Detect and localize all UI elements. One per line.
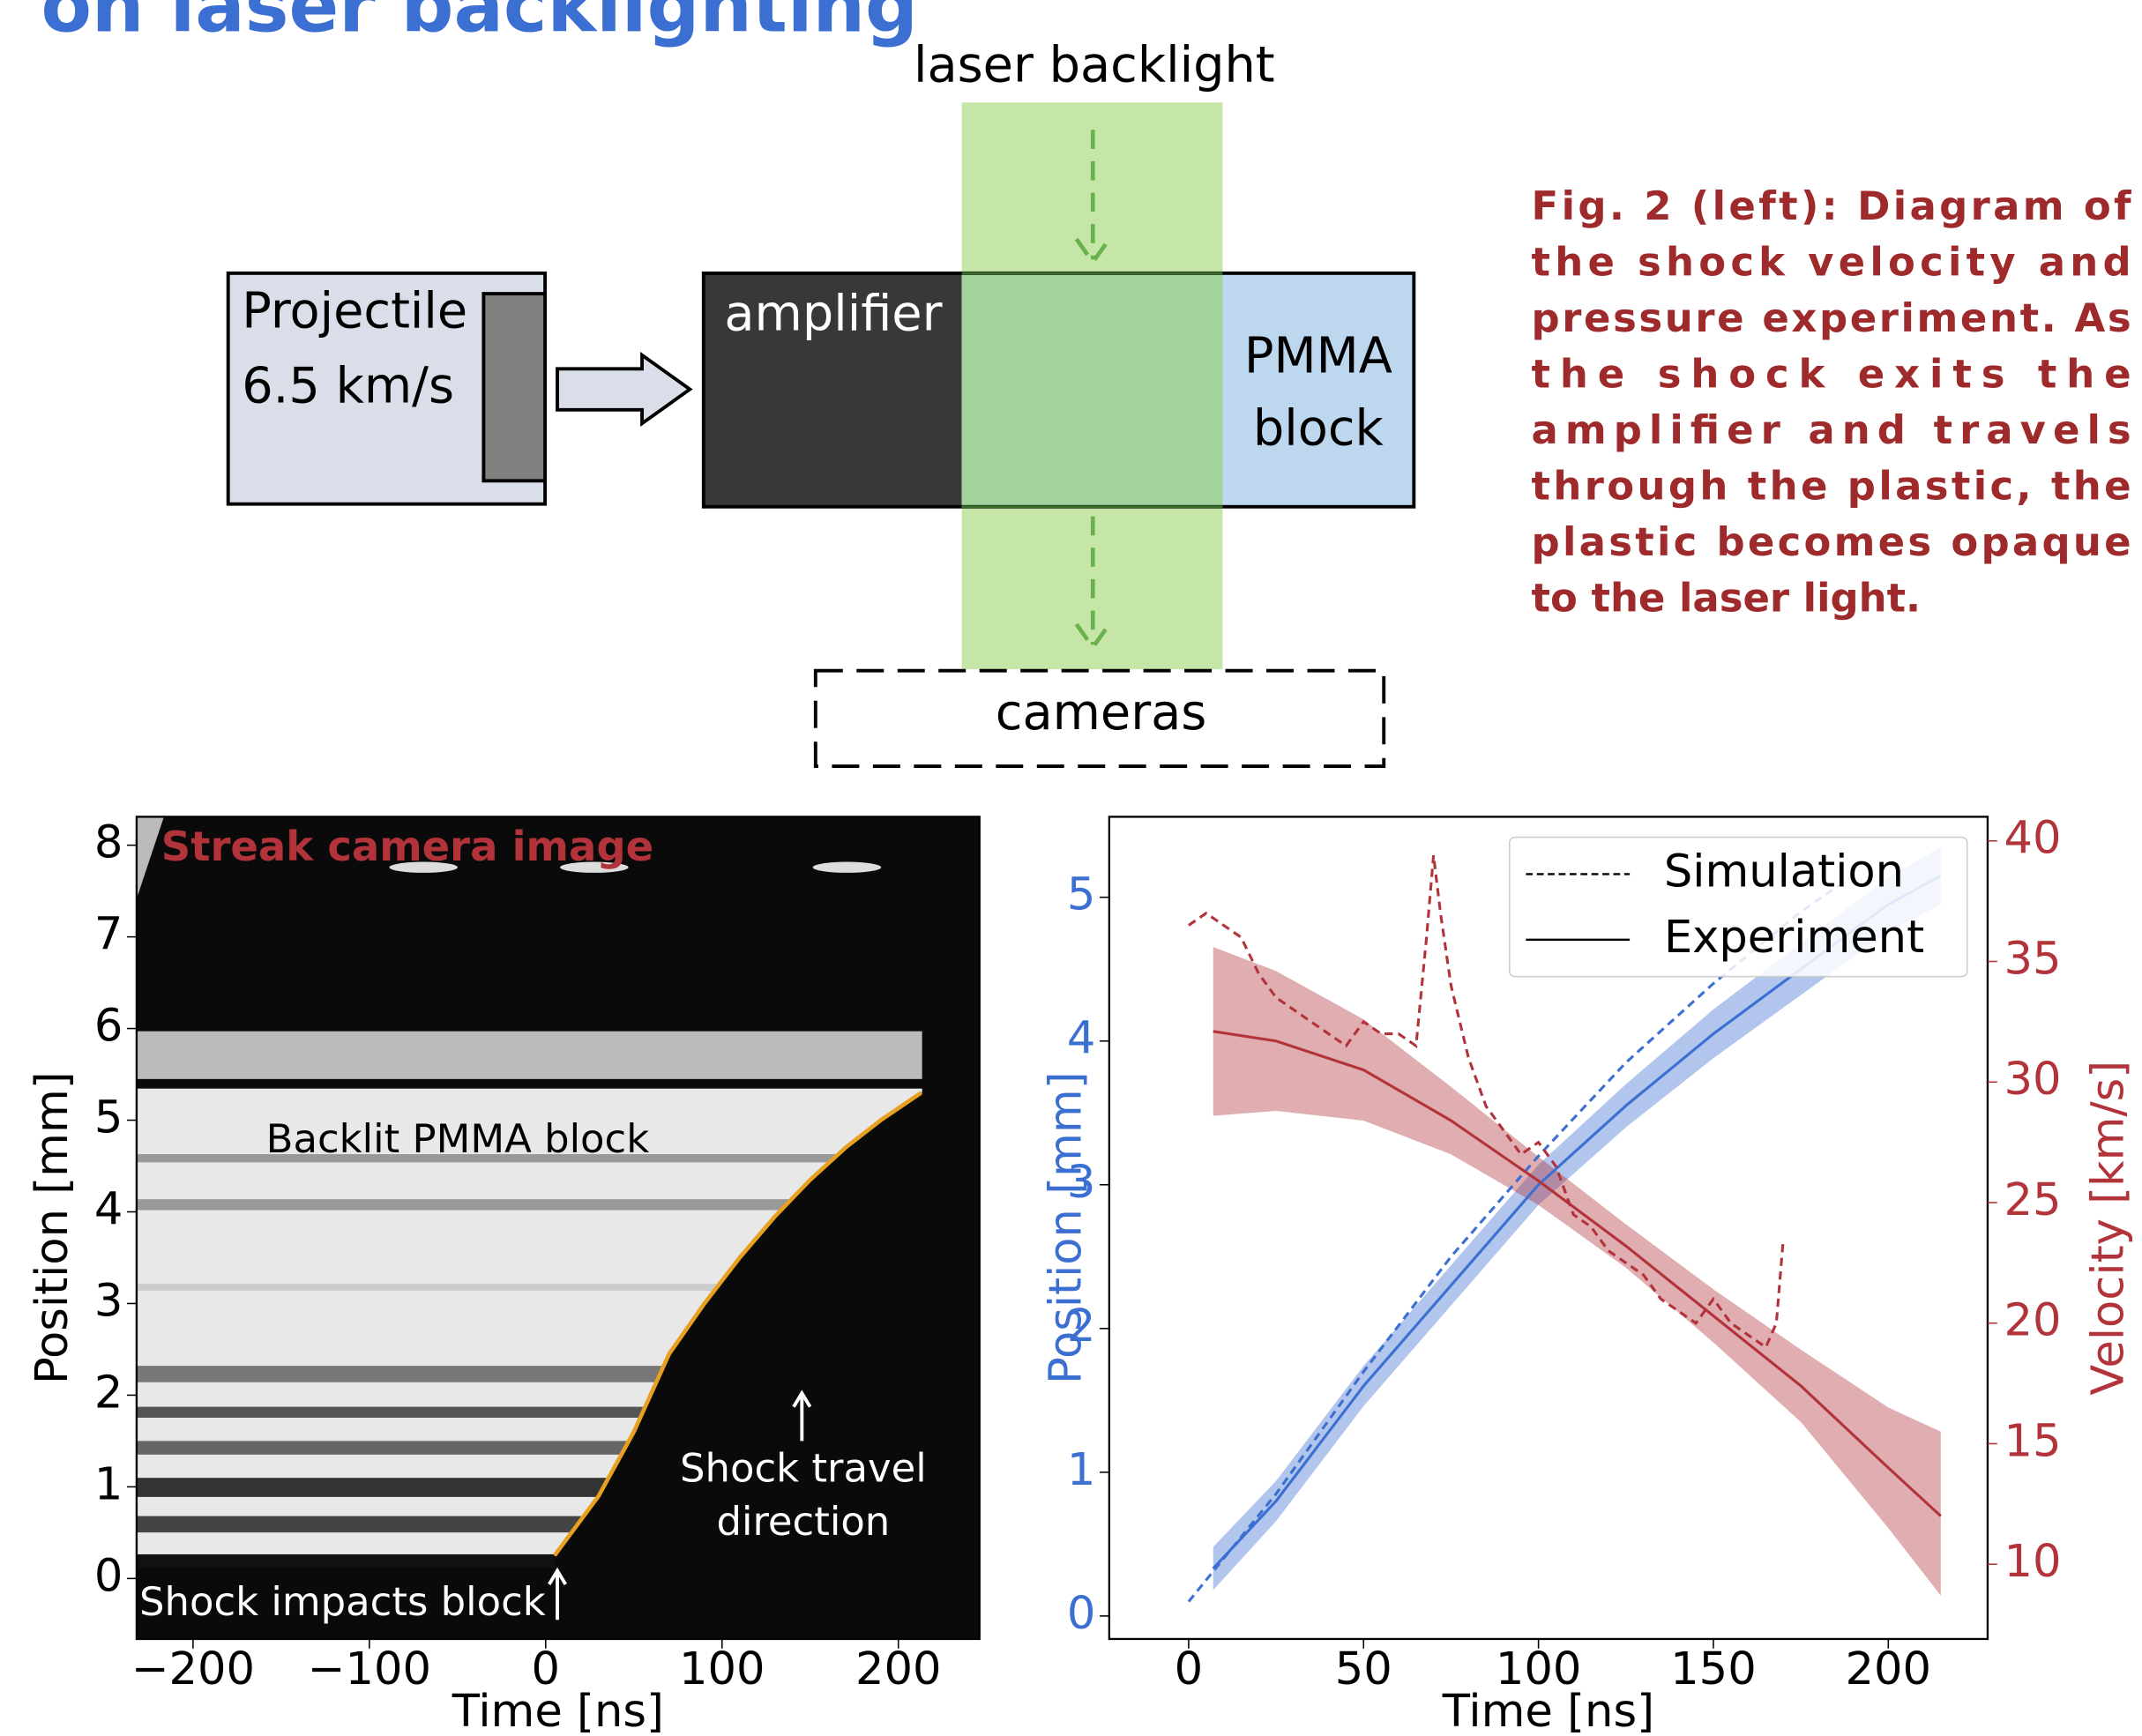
page: {"header": {"title": "on laser backlight…: [0, 0, 2142, 1736]
x-tick-label: 200: [855, 1643, 942, 1695]
projectile-speed: 6.5 km/s: [242, 358, 454, 415]
overlap: [962, 273, 1223, 507]
cameras-label: cameras: [996, 684, 1207, 741]
y-axis-label: Position [mm]: [26, 1071, 78, 1384]
y-tick-label: 2: [94, 1367, 123, 1419]
x-tick-label: −100: [308, 1643, 431, 1695]
caption-line: plastic becomes opaque: [1532, 518, 2131, 565]
beam-label: laser backlight: [914, 37, 1275, 94]
y-tick-label: 0: [94, 1550, 123, 1602]
y2-axis-label: Velocity [km/s]: [2082, 1061, 2134, 1396]
y2-tick-label: 30: [2004, 1054, 2062, 1106]
image-spot: [813, 862, 881, 873]
annotation: direction: [716, 1498, 890, 1545]
arrow: [557, 355, 690, 423]
y-tick-label: 0: [1067, 1588, 1096, 1640]
y-axis-label: Position [mm]: [1040, 1071, 1092, 1384]
diagram: laser backlight Projectile 6.5 km/s ampl…: [228, 37, 1414, 766]
y-tick-label: 8: [94, 817, 123, 869]
y-tick-label: 5: [1067, 869, 1096, 921]
pmma-box: [1222, 273, 1414, 507]
y-tick-label: 3: [94, 1275, 123, 1327]
annotation: Shock travel: [680, 1444, 927, 1491]
x-axis-label: Time [ns]: [452, 1686, 664, 1736]
x-axis-label: Time [ns]: [1442, 1686, 1654, 1736]
caption: Fig. 2 (left): Diagram of the shock veloc…: [1532, 183, 2132, 622]
caption-line: amplifier and travels: [1532, 406, 2131, 453]
x-tick-label: 150: [1670, 1643, 1757, 1695]
y2-tick-label: 20: [2004, 1295, 2062, 1347]
caption-line: the shock velocity and: [1532, 239, 2131, 286]
block-label: block: [1253, 400, 1384, 458]
annotation: Backlit PMMA block: [266, 1115, 650, 1162]
x-tick-label: 50: [1335, 1643, 1392, 1695]
chart: Streak camera image Backlit PMMA block Sho…: [26, 816, 980, 1736]
chart-title: Streak camera image: [161, 823, 653, 870]
page-title: on laser backlighting: [41, 0, 917, 48]
y-tick-label: 1: [94, 1458, 123, 1510]
y-tick-label: 4: [94, 1183, 123, 1235]
x-tick-label: −200: [131, 1643, 255, 1695]
block-label: PMMA: [1244, 328, 1392, 385]
x-tick-label: 0: [1175, 1643, 1204, 1695]
y2-tick-label: 35: [2004, 933, 2062, 985]
y2-tick-label: 40: [2004, 813, 2062, 865]
y2-tick-label: 15: [2004, 1415, 2062, 1467]
legend-label: Simulation: [1664, 846, 1904, 898]
caption-line: Fig. 2 (left): Diagram of: [1532, 183, 2132, 229]
legend-label: Experiment: [1664, 912, 1924, 964]
x-tick-label: 100: [679, 1643, 765, 1695]
y2-tick-label: 10: [2004, 1536, 2062, 1588]
x-tick-label: 200: [1846, 1643, 1932, 1695]
y-tick-label: 5: [94, 1092, 123, 1144]
caption-line: through the plastic, the: [1532, 463, 2131, 510]
y-tick-label: 6: [94, 1001, 123, 1053]
amplifier-label: amplifier: [724, 286, 942, 343]
projectile-plate: [483, 294, 545, 481]
band: [1213, 947, 1941, 1596]
image-band: [137, 1032, 922, 1079]
caption-line: to the laser light.: [1532, 575, 1922, 622]
annotation: Shock impacts block: [139, 1578, 546, 1625]
y-tick-label: 1: [1067, 1444, 1096, 1496]
caption-line: pressure experiment. As: [1532, 294, 2131, 341]
y2-tick-label: 25: [2004, 1174, 2062, 1226]
caption-line: the shock exits the: [1532, 351, 2131, 398]
y-tick-label: 4: [1067, 1013, 1096, 1065]
projectile-label: Projectile: [242, 282, 467, 339]
y-tick-label: 7: [94, 909, 123, 961]
poster: on laser backlighting laser backlight Pr…: [0, 0, 2142, 1736]
